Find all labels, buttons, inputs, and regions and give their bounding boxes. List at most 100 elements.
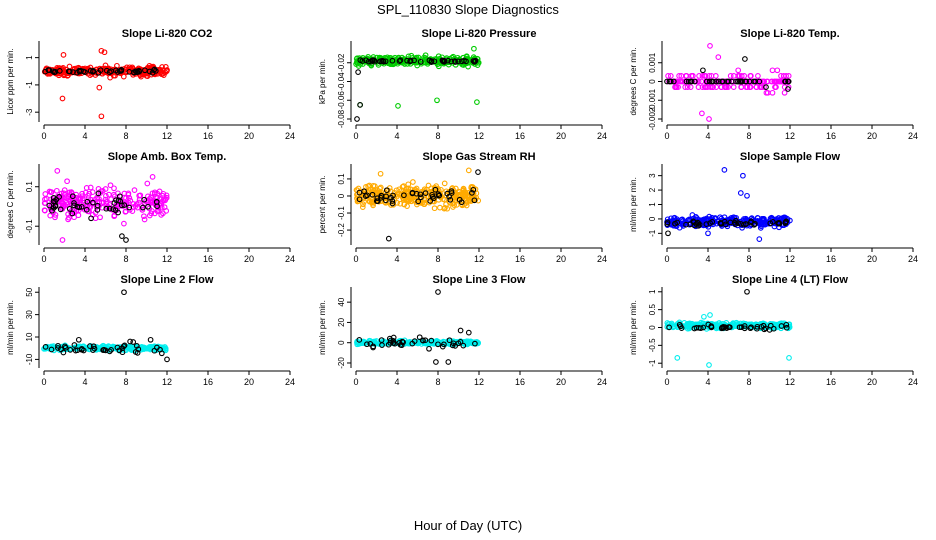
data-point [713,84,720,90]
x-tick-label: 8 [123,377,128,387]
data-point [101,49,108,56]
overlay-point [742,56,748,62]
overlay-point [691,222,698,229]
data-point [97,214,103,221]
data-point [738,73,745,79]
overlay-point [90,67,96,74]
overlay-point [740,221,747,228]
data-point [79,195,86,202]
overlay-point [45,67,52,73]
overlay-point [363,57,369,64]
data-point [771,78,778,85]
overlay-point [119,349,126,356]
panel-1: Slope Li-820 CO2 Licor ppm per min. 0 4 8 12 1… [6,28,295,141]
overlay-point [737,78,743,85]
overlay-point [705,321,712,328]
overlay-point [116,68,123,74]
x-tick-label: 24 [597,254,607,264]
data-point [399,184,406,190]
data-point [774,67,781,74]
overlay-point [451,58,458,64]
x-tick-label: 12 [162,254,172,264]
panel-3: Slope Li-820 Temp. degrees C per min. 0 4 8 1… [629,28,918,141]
overlay-point [387,337,394,344]
overlay-point [710,78,716,85]
overlay-point [418,194,424,201]
y-tick-label: -0.04 [337,72,346,91]
overlay-point [65,68,72,75]
overlay-point [389,198,396,204]
data-point [769,89,776,96]
overlay-point [441,58,448,64]
data-point [671,214,678,221]
overlay-point [763,84,769,90]
data-point [674,355,681,361]
overlay-point [356,196,363,203]
y-axis-label: ml/min per min. [629,300,638,355]
data-point [712,73,719,79]
data-point [772,84,778,90]
data-point [85,195,92,201]
data-point [702,73,709,79]
overlay-point [685,78,692,85]
overlay-point [666,324,672,331]
overlay-point [66,206,73,212]
data-point [361,198,367,205]
x-tick-label: 20 [556,254,566,264]
y-tick-label: 10 [25,332,34,341]
main-title: SPL_110830 Slope Diagnostics [377,2,559,17]
data-point [77,195,83,202]
data-point [143,73,150,79]
x-tick-label: 8 [123,254,128,264]
overlay-point [87,343,93,349]
data-point [723,84,729,90]
overlay-point [397,57,404,64]
x-tick-label: 24 [908,131,918,141]
overlay-point [134,350,141,356]
overlay-point [715,78,722,85]
overlay-point [426,345,432,352]
overlay-point [767,220,774,227]
overlay-point [116,193,123,200]
x-tick-label: 8 [435,254,440,264]
data-point [764,78,771,85]
data-point [730,84,737,90]
data-point [471,45,477,52]
overlay-point [382,197,389,204]
overlay-point [121,202,128,208]
panel-title: Slope Amb. Box Temp. [108,151,227,163]
data-point [60,67,67,74]
x-tick-label: 8 [746,377,751,387]
x-tick-label: 4 [705,131,710,141]
x-tick-label: 4 [394,131,399,141]
data-point [359,204,366,210]
x-tick-label: 4 [82,131,87,141]
overlay-point [90,347,96,353]
y-tick-label: 1 [25,55,34,60]
data-point [706,116,712,122]
overlay-point [409,189,416,196]
data-point [683,323,690,330]
overlay-point [783,324,790,331]
y-axis-label: percent per min. [318,176,327,234]
data-point [131,187,138,193]
data-point [466,339,473,346]
y-tick-label: -20 [337,357,346,369]
data-point [780,73,787,79]
x-tick-label: 24 [285,131,295,141]
x-tick-label: 16 [203,377,213,387]
data-point [59,237,66,243]
overlay-point [741,325,748,332]
data-point [54,168,61,174]
data-point [706,73,713,79]
x-tick-label: 20 [556,377,566,387]
overlay-point [91,345,98,352]
overlay-point [400,339,406,346]
overlay-point [145,203,151,210]
data-point [401,201,408,208]
data-point [377,184,384,191]
overlay-point [389,57,396,64]
overlay-point [378,192,385,199]
overlay-point [46,202,53,209]
x-tick-label: 12 [162,131,172,141]
